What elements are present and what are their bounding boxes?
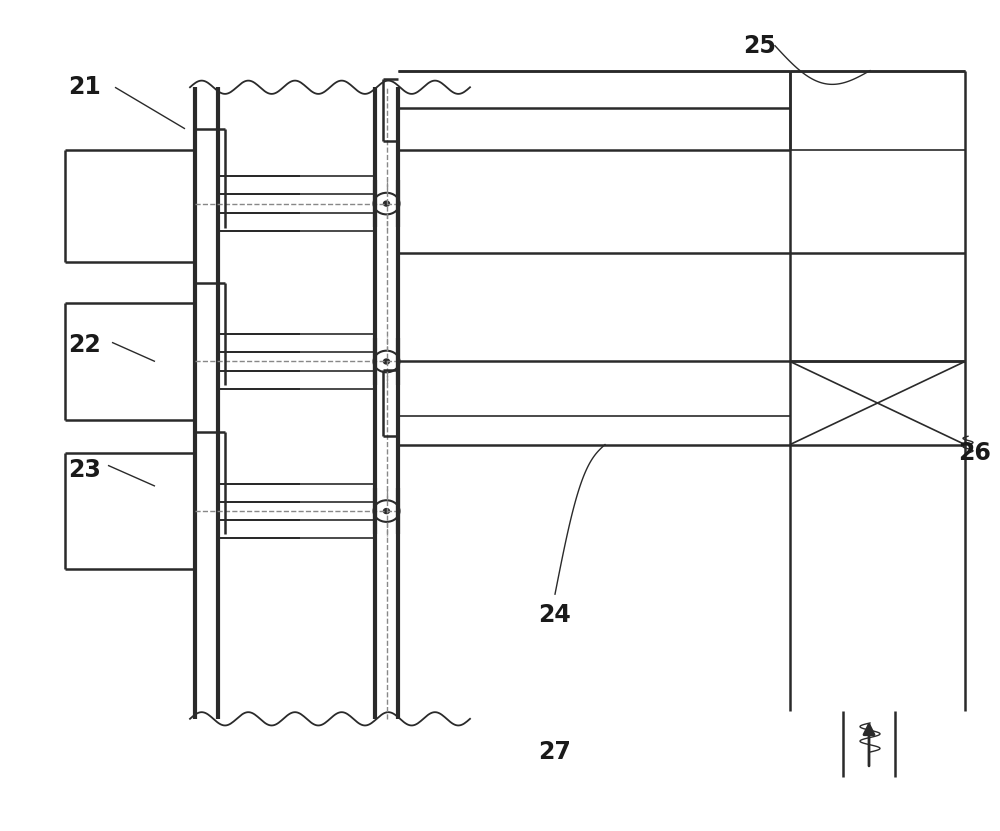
Text: 26: 26 [959, 441, 991, 465]
Text: 24: 24 [539, 603, 571, 627]
Circle shape [384, 359, 390, 364]
Text: 22: 22 [69, 333, 101, 356]
Text: 21: 21 [69, 76, 101, 99]
Circle shape [384, 201, 390, 206]
Text: 27: 27 [539, 740, 571, 764]
Circle shape [384, 509, 390, 514]
Text: 25: 25 [744, 34, 776, 57]
Text: 23: 23 [69, 458, 101, 481]
